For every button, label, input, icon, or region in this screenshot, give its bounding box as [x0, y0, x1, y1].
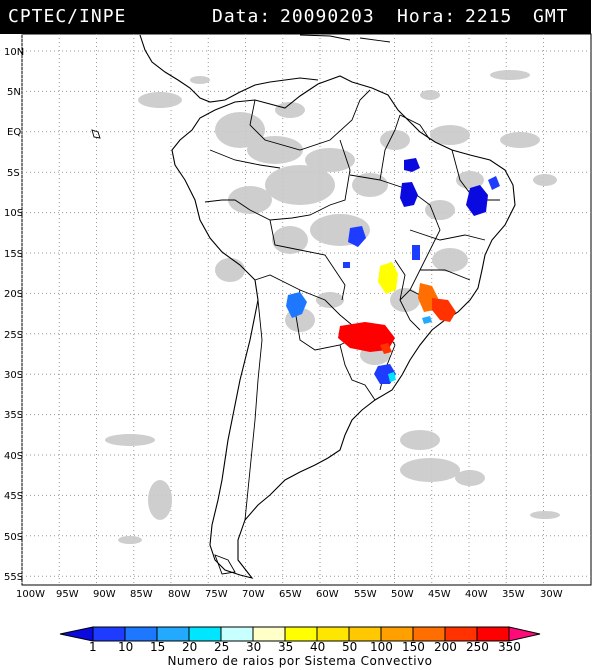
- colorbar-label: 20: [182, 640, 198, 654]
- lat-label-15s: 15S: [4, 249, 23, 260]
- lat-label-40s: 40S: [4, 451, 23, 462]
- lat-label-25s: 25S: [4, 330, 23, 341]
- lon-label-90w: 90W: [93, 589, 116, 600]
- colorbar: [59, 626, 541, 642]
- lon-label-80w: 80W: [168, 589, 191, 600]
- lat-label-5n: 5N: [7, 87, 21, 98]
- hour-label: Hora:: [397, 6, 457, 27]
- lat-label-5s: 5S: [7, 168, 20, 179]
- colorbar-swatch: [316, 626, 350, 642]
- lat-label-eq: EQ: [7, 127, 21, 138]
- colorbar-label: 50: [342, 640, 358, 654]
- colorbar-swatch: [380, 626, 414, 642]
- lon-label-85w: 85W: [130, 589, 153, 600]
- lon-label-100w: 100W: [16, 589, 45, 600]
- timezone-label: GMT: [533, 6, 569, 27]
- colorbar-swatch: [92, 626, 126, 642]
- colorbar-swatch: [156, 626, 190, 642]
- lat-label-20s: 20S: [4, 289, 23, 300]
- colorbar-label: 150: [402, 640, 425, 654]
- colorbar-label: 40: [310, 640, 326, 654]
- lon-label-70w: 70W: [242, 589, 265, 600]
- colorbar-label: 30: [246, 640, 262, 654]
- lon-label-75w: 75W: [205, 589, 228, 600]
- lat-label-10n: 10N: [4, 47, 24, 58]
- colorbar-label: 350: [498, 640, 521, 654]
- lon-label-65w: 65W: [279, 589, 302, 600]
- central-america-coastline: [139, 34, 319, 103]
- colorbar-label: 250: [466, 640, 489, 654]
- colorbar-swatch: [348, 626, 382, 642]
- lon-label-50w: 50W: [391, 589, 414, 600]
- colorbar-swatch: [284, 626, 318, 642]
- lat-label-50s: 50S: [4, 532, 23, 543]
- lon-label-40w: 40W: [465, 589, 488, 600]
- lon-label-95w: 95W: [56, 589, 79, 600]
- colorbar-swatch: [188, 626, 222, 642]
- date-label: Data:: [212, 6, 272, 27]
- lon-label-45w: 45W: [428, 589, 451, 600]
- colorbar-label: 10: [118, 640, 134, 654]
- colorbar-swatch: [124, 626, 158, 642]
- lat-label-35s: 35S: [4, 410, 23, 421]
- colorbar-label: 1: [89, 640, 97, 654]
- lon-label-35w: 35W: [502, 589, 525, 600]
- lon-label-55w: 55W: [354, 589, 377, 600]
- colorbar-label: 15: [150, 640, 166, 654]
- colorbar-label: 35: [278, 640, 294, 654]
- latitude-labels: 10N 5N EQ 5S 10S 15S 20S 25S 30S 35S 40S…: [4, 47, 24, 583]
- hour-value: 2215: [465, 6, 513, 27]
- colorbar-label: 100: [370, 640, 393, 654]
- cloud-field: [105, 70, 560, 544]
- colorbar-swatch: [412, 626, 446, 642]
- lat-label-30s: 30S: [4, 370, 23, 381]
- islands: [91, 34, 391, 575]
- lat-label-55s: 55S: [4, 572, 23, 583]
- lat-label-10s: 10S: [4, 208, 23, 219]
- date-value: 20090203: [280, 6, 375, 27]
- lon-label-30w: 30W: [540, 589, 563, 600]
- colorbar-swatch: [444, 626, 478, 642]
- colorbar-label: 25: [214, 640, 230, 654]
- title-bar: CPTEC/INPE Data: 20090203 Hora: 2215 GMT: [0, 0, 591, 34]
- legend-title: Numero de raios por Sistema Convectivo: [167, 654, 433, 668]
- colorbar-low-arrow: [59, 626, 94, 642]
- longitude-labels: 100W 95W 90W 85W 80W 75W 70W 65W 60W 55W…: [16, 589, 563, 600]
- lat-label-45s: 45S: [4, 491, 23, 502]
- colorbar-swatch: [252, 626, 286, 642]
- lon-label-60w: 60W: [316, 589, 339, 600]
- source-label: CPTEC/INPE: [8, 6, 127, 27]
- colorbar-swatch: [220, 626, 254, 642]
- south-america-coastline: [171, 75, 516, 579]
- colorbar-label: 200: [434, 640, 457, 654]
- colorbar-swatch: [476, 626, 510, 642]
- convective-systems: [286, 158, 500, 384]
- colorbar-high-arrow: [508, 626, 541, 642]
- country-borders: [204, 89, 500, 521]
